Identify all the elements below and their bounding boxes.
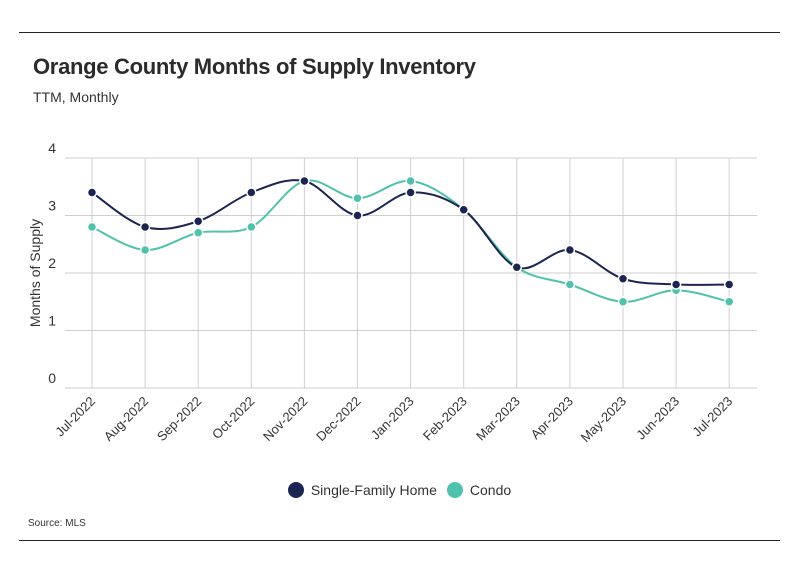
legend-item-single-family-home: Single-Family Home: [287, 482, 437, 498]
data-point-single-family-home: [458, 204, 469, 215]
chart-legend: Single-Family Home Condo: [0, 482, 799, 498]
legend-label: Single-Family Home: [310, 482, 437, 498]
data-point-single-family-home: [299, 175, 310, 187]
x-tick-label: Jul-2023: [689, 394, 735, 440]
x-tick-label: Mar-2023: [473, 394, 523, 444]
data-point-single-family-home: [617, 273, 629, 284]
data-point-single-family-home: [86, 187, 98, 198]
x-tick-label: Oct-2022: [209, 394, 257, 442]
legend-swatch: [446, 482, 463, 498]
data-point-condo: [246, 221, 257, 233]
data-point-condo: [86, 221, 98, 233]
data-point-single-family-home: [139, 221, 151, 233]
data-point-single-family-home: [405, 187, 416, 198]
data-point-condo: [352, 193, 363, 204]
y-tick-label: 4: [48, 140, 56, 156]
y-tick-label: 0: [48, 370, 56, 386]
chart-subtitle: TTM, Monthly: [33, 89, 119, 105]
x-tick-label: Jul-2022: [52, 394, 98, 440]
y-tick-label: 3: [48, 198, 56, 214]
data-point-single-family-home: [192, 216, 204, 227]
x-tick-label: Dec-2022: [313, 394, 363, 444]
x-tick-label: Apr-2023: [528, 394, 576, 442]
legend-swatch: [287, 482, 304, 498]
data-point-condo: [405, 175, 416, 187]
data-point-single-family-home: [246, 187, 257, 198]
legend-label: Condo: [469, 482, 512, 498]
chart-title: Orange County Months of Supply Inventory: [33, 54, 476, 79]
data-point-condo: [617, 296, 629, 307]
data-point-single-family-home: [564, 244, 576, 256]
x-tick-label: Sep-2022: [154, 394, 204, 444]
data-point-single-family-home: [723, 279, 735, 290]
data-point-condo: [564, 279, 576, 290]
y-tick-label: 2: [48, 255, 56, 271]
data-point-condo: [139, 244, 151, 256]
data-point-single-family-home: [352, 210, 363, 221]
data-point-condo: [723, 296, 735, 307]
data-point-condo: [192, 227, 204, 238]
data-point-single-family-home: [511, 262, 523, 273]
bottom-rule: [19, 540, 780, 541]
data-point-single-family-home: [670, 279, 682, 290]
y-tick-label: 1: [48, 313, 56, 329]
x-tick-label: Aug-2022: [101, 394, 151, 444]
top-rule: [19, 32, 780, 33]
x-tick-label: Jan-2023: [368, 394, 417, 443]
source-note: Source: MLS: [28, 518, 86, 529]
x-tick-label: Jun-2023: [633, 394, 682, 443]
x-tick-label: May-2023: [578, 394, 629, 445]
x-tick-label: Nov-2022: [260, 394, 310, 444]
x-tick-label: Feb-2023: [420, 394, 470, 444]
y-axis-title: Months of Supply: [27, 219, 43, 327]
legend-item-condo: Condo: [446, 482, 512, 498]
